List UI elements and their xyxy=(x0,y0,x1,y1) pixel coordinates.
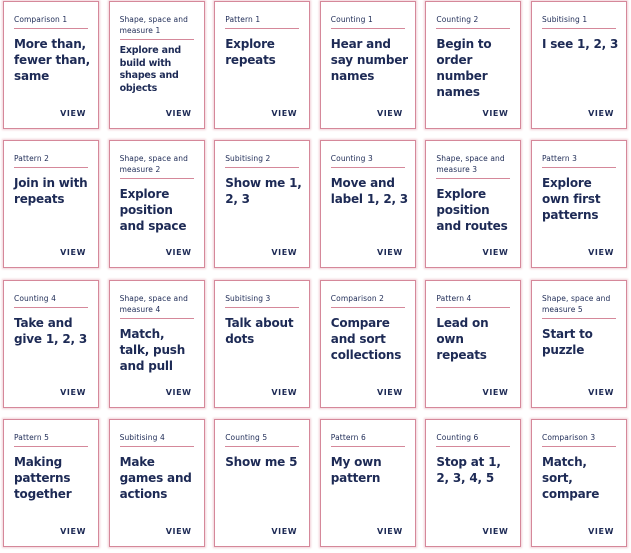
view-link[interactable]: VIEW xyxy=(588,387,614,397)
card-category: Pattern 2 xyxy=(14,153,88,169)
view-link[interactable]: VIEW xyxy=(60,387,86,397)
card-title: Stop at 1, 2, 3, 4, 5 xyxy=(436,454,501,485)
card[interactable]: Shape, space and measure 5 Start to puzzl… xyxy=(531,279,627,408)
view-link[interactable]: VIEW xyxy=(482,248,509,258)
card-title: Make games and actions xyxy=(119,454,192,501)
card-title: Show me 1, 2, 3 xyxy=(225,176,302,207)
view-link[interactable]: VIEW xyxy=(588,109,614,118)
view-link[interactable]: VIEW xyxy=(60,109,86,118)
card[interactable]: Counting 4 Take and give 1, 2, 3 VIEW xyxy=(3,279,99,408)
card-category: Counting 3 xyxy=(330,153,405,169)
card[interactable]: Counting 1 Hear and say number names VIEW xyxy=(319,1,416,129)
view-link[interactable]: VIEW xyxy=(165,109,192,118)
card-title: Match, talk, push and pull xyxy=(119,326,186,373)
view-link[interactable]: VIEW xyxy=(482,109,509,118)
card[interactable]: Comparison 1 More than, fewer than, same V… xyxy=(3,1,99,129)
card-category: Shape, space and measure 4 xyxy=(119,293,194,319)
view-link[interactable]: VIEW xyxy=(271,109,298,118)
card[interactable]: Counting 5 Show me 5 VIEW xyxy=(214,418,311,547)
card-category: Counting 4 xyxy=(14,293,88,308)
card[interactable]: Pattern 2 Join in with repeats VIEW xyxy=(3,140,99,269)
card[interactable]: Shape, space and measure 3 Explore positi… xyxy=(425,140,522,269)
card-category: Pattern 5 xyxy=(14,432,88,447)
card[interactable]: Pattern 6 My own pattern VIEW xyxy=(319,418,416,547)
card-category: Counting 2 xyxy=(436,14,511,29)
card-title: Match, sort, compare xyxy=(542,454,600,501)
card[interactable]: Subitising 1 I see 1, 2, 3 VIEW xyxy=(531,1,627,129)
card[interactable]: Comparison 2 Compare and sort collections… xyxy=(319,279,416,408)
card-category: Comparison 3 xyxy=(542,432,616,447)
card[interactable]: Pattern 4 Lead on own repeats VIEW xyxy=(425,279,522,408)
view-link[interactable]: VIEW xyxy=(376,109,403,118)
card-category: Subitising 4 xyxy=(119,432,194,447)
card-title: Talk about dots xyxy=(225,315,294,346)
card-title: Explore own first patterns xyxy=(542,176,601,223)
card[interactable]: Shape, space and measure 1 Explore and bu… xyxy=(108,1,205,129)
card-title: Explore and build with shapes and object… xyxy=(119,45,182,94)
card-category: Comparison 2 xyxy=(330,293,405,308)
card-category: Pattern 6 xyxy=(330,432,405,447)
card[interactable]: Shape, space and measure 4 Match, talk, p… xyxy=(108,279,205,408)
card[interactable]: Counting 2 Begin to order number names VIE… xyxy=(425,1,522,129)
view-link[interactable]: VIEW xyxy=(588,526,614,536)
card-title: Making patterns together xyxy=(14,454,72,501)
card-category: Shape, space and measure 5 xyxy=(542,293,616,319)
card[interactable]: Counting 6 Stop at 1, 2, 3, 4, 5 VIEW xyxy=(425,418,522,547)
card-title: Explore position and space xyxy=(119,187,187,234)
view-link[interactable]: VIEW xyxy=(271,526,298,536)
view-link[interactable]: VIEW xyxy=(60,526,86,536)
card[interactable]: Shape, space and measure 2 Explore positi… xyxy=(108,140,205,269)
card-category: Pattern 3 xyxy=(542,153,616,169)
view-link[interactable]: VIEW xyxy=(376,248,403,258)
view-link[interactable]: VIEW xyxy=(482,526,509,536)
card-category: Counting 6 xyxy=(436,432,511,447)
card[interactable]: Pattern 5 Making patterns together VIEW xyxy=(3,418,99,547)
card-category: Comparison 1 xyxy=(14,14,88,29)
view-link[interactable]: VIEW xyxy=(376,387,403,397)
card-category: Counting 5 xyxy=(225,432,300,447)
view-link[interactable]: VIEW xyxy=(60,248,86,258)
view-link[interactable]: VIEW xyxy=(271,387,298,397)
card-title: Join in with repeats xyxy=(14,176,88,207)
view-link[interactable]: VIEW xyxy=(588,248,614,258)
view-link[interactable]: VIEW xyxy=(165,526,192,536)
card-title: Move and label 1, 2, 3 xyxy=(330,176,408,207)
card-title: Explore repeats xyxy=(225,37,276,67)
card-category: Counting 1 xyxy=(330,14,405,29)
view-link[interactable]: VIEW xyxy=(376,526,403,536)
card[interactable]: Subitising 2 Show me 1, 2, 3 VIEW xyxy=(214,140,311,269)
view-link[interactable]: VIEW xyxy=(271,248,298,258)
card-category: Shape, space and measure 2 xyxy=(119,153,194,180)
card-category: Pattern 4 xyxy=(436,293,511,308)
card-title: Compare and sort collections xyxy=(330,315,402,362)
card-category: Pattern 1 xyxy=(225,14,300,29)
card-title: Explore position and routes xyxy=(436,187,508,234)
card[interactable]: Subitising 3 Talk about dots VIEW xyxy=(214,279,311,408)
card[interactable]: Pattern 3 Explore own first patterns VIEW xyxy=(531,140,627,269)
card[interactable]: Counting 3 Move and label 1, 2, 3 VIEW xyxy=(319,140,416,269)
card-category: Shape, space and measure 1 xyxy=(119,14,194,40)
card-title: Take and give 1, 2, 3 xyxy=(14,315,87,346)
card-category: Subitising 1 xyxy=(542,14,616,29)
card[interactable]: Comparison 3 Match, sort, compare VIEW xyxy=(531,418,627,547)
card[interactable]: Pattern 1 Explore repeats VIEW xyxy=(214,1,311,129)
card-category: Subitising 3 xyxy=(225,293,300,308)
view-link[interactable]: VIEW xyxy=(482,387,509,397)
view-link[interactable]: VIEW xyxy=(165,387,192,397)
card-title: Lead on own repeats xyxy=(436,315,489,362)
card[interactable]: Subitising 4 Make games and actions VIEW xyxy=(108,418,205,547)
card-category: Shape, space and measure 3 xyxy=(436,153,511,180)
card-title: Show me 5 xyxy=(225,454,298,469)
card-title: My own pattern xyxy=(330,454,382,485)
card-title: I see 1, 2, 3 xyxy=(542,37,619,51)
card-title: Hear and say number names xyxy=(330,37,408,83)
view-link[interactable]: VIEW xyxy=(165,248,192,258)
card-title: Start to puzzle xyxy=(542,326,593,357)
card-category: Subitising 2 xyxy=(225,153,300,169)
card-title: Begin to order number names xyxy=(436,37,492,99)
card-title: More than, fewer than, same xyxy=(14,37,90,83)
